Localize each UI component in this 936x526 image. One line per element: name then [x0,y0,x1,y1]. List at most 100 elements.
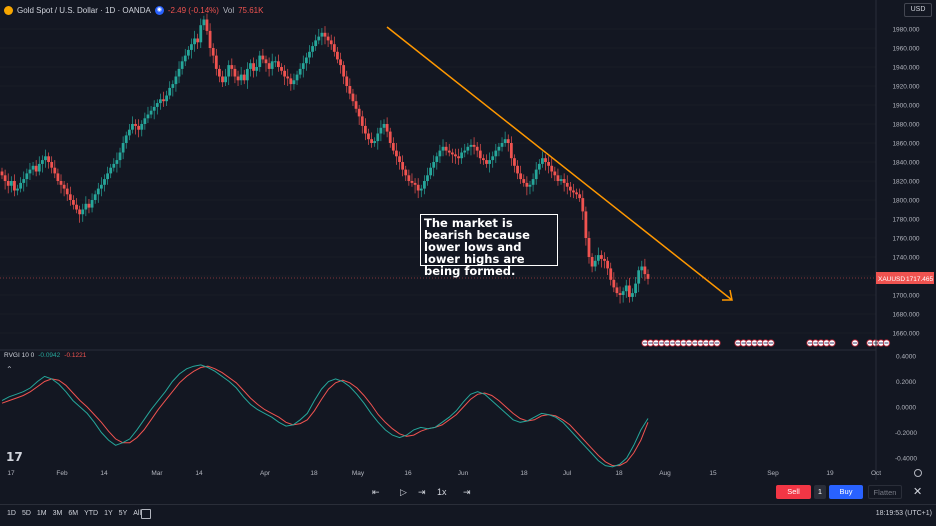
play-icon[interactable]: ▷ [400,487,407,497]
gold-coin-icon [4,5,13,15]
candle-body [466,146,470,151]
candle-body [239,74,243,81]
candle-body [22,179,26,183]
candle-body [463,150,467,153]
candle-body [6,181,10,186]
candle-body [429,167,432,176]
candle-body [528,184,532,187]
indicator-name[interactable]: RVGI 10 0 [4,352,35,359]
timeframe-3m[interactable]: 3M [52,510,63,517]
bottom-separator [0,504,936,505]
time-tick: 14 [195,470,203,477]
candle-body [640,266,644,271]
buy-button[interactable]: Buy [829,485,863,499]
price-axis[interactable]: 1980.000 1960.000 1940.000 1920.000 1900.000… [892,27,919,338]
candle-body [134,124,137,126]
candle-body [624,285,628,292]
candle-body [401,162,405,170]
economic-events[interactable] [641,339,891,347]
timeframe-5d[interactable]: 5D [21,510,31,517]
candle-body [581,198,585,212]
symbol-title[interactable]: Gold Spot / U.S. Dollar · 1D · OANDA [17,5,151,15]
candle-body [553,171,557,176]
candle-body [16,188,19,191]
candle-body [273,61,277,63]
candle-body [155,103,159,107]
candle-body [301,63,305,69]
candle-body [190,44,193,50]
go-to-start-icon[interactable]: ⇤ [372,487,380,497]
replay-speed[interactable]: 1x [437,487,447,497]
eye-icon[interactable]: ◉ [154,5,164,15]
annotation-textbox[interactable]: The market is bearish because lower lows… [420,214,558,277]
candle-body [53,167,57,174]
candle-body [357,108,361,117]
time-tick: Mar [151,470,163,477]
price-tick: 1800.000 [892,198,919,205]
candle-body [336,51,339,60]
candle-body [131,124,134,130]
candle-body [587,238,591,257]
step-forward-icon[interactable]: ⇥ [418,487,426,497]
indicator-axis[interactable]: 0.4000 0.2000 0.0000 -0.2000 -0.4000 [895,354,917,463]
candle-body [103,179,106,185]
currency-selector[interactable]: USD [904,3,932,17]
candle-body [413,182,417,185]
candle-body [96,188,100,195]
candle-body [270,61,274,69]
timeframe-1y[interactable]: 1Y [104,510,113,517]
timeframe-1m[interactable]: 1M [36,510,47,517]
candle-body [643,266,647,275]
candle-body [584,211,588,238]
timeframe-5y[interactable]: 5Y [118,510,128,517]
candle-body [621,291,625,295]
candle-body [162,99,165,102]
sell-button[interactable]: Sell [776,485,811,499]
timeframe-1d[interactable]: 1D [7,510,16,517]
candle-body [295,74,299,81]
quantity-field[interactable]: 1 [814,485,826,499]
candle-body [323,32,327,37]
candle-body [261,55,265,60]
price-candles [0,13,650,304]
indicator-value-2: -0.1221 [64,352,87,359]
candle-body [590,257,594,267]
timeframe-ytd[interactable]: YTD [84,510,99,517]
candle-body [646,274,650,279]
candle-body [627,285,631,297]
candle-body [218,68,221,77]
candle-body [280,67,283,71]
candle-body [202,19,206,26]
candle-body [562,179,566,183]
go-to-realtime-icon[interactable]: ⇥ [463,487,471,497]
candle-body [488,160,492,164]
candle-body [475,146,479,151]
candle-body [171,84,175,88]
close-icon[interactable]: ✕ [913,486,923,498]
candle-body [47,156,50,162]
trend-line[interactable] [386,26,733,301]
time-axis[interactable]: 17 Feb 14 Mar 14 Apr 18 May 16 Jun 18 Jul 18 Aug 15 Sep… [7,470,881,477]
candle-body [127,129,131,136]
timeframe-6m[interactable]: 6M [68,510,79,517]
flatten-button[interactable]: Flatten [868,485,902,499]
volume-value: 75.61K [238,5,264,15]
timeframe-all[interactable]: All [133,510,142,517]
candle-body [31,165,35,170]
candle-body [304,57,308,64]
ind-pane-arrow-icon[interactable]: ⌃ [6,365,13,374]
candle-body [547,162,551,166]
candle-body [416,184,420,191]
candle-body [196,38,200,43]
settings-gear-icon[interactable] [914,469,922,477]
candle-body [165,95,169,102]
trend-arrowhead [722,289,733,301]
candle-body [252,63,255,71]
candle-body [494,150,498,157]
candle-body [596,255,600,261]
candle-body [193,38,196,45]
calendar-icon[interactable] [141,509,151,519]
candle-body [255,67,259,71]
candle-body [537,163,541,170]
